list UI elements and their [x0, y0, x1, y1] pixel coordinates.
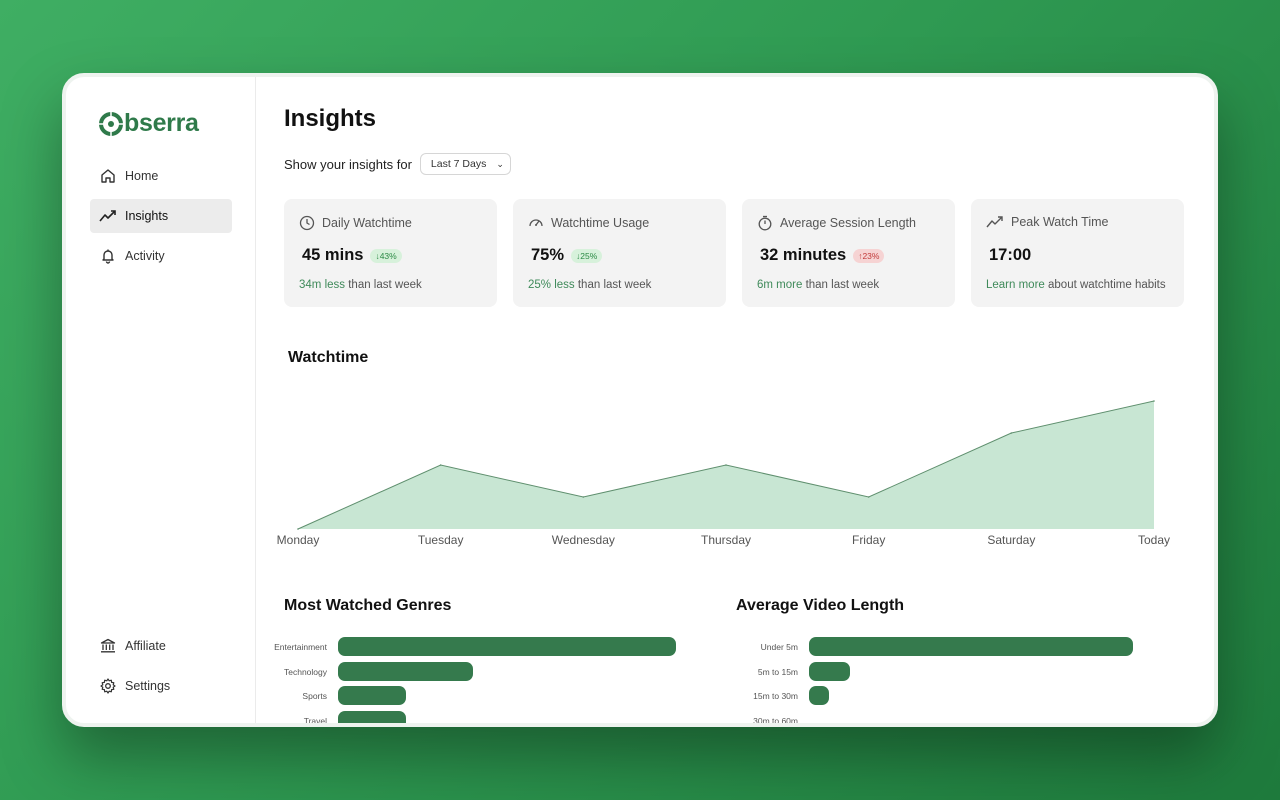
stat-card-daily-watchtime: Daily Watchtime 45 mins ↓ 43% 34m less th… [284, 199, 497, 307]
bar[interactable] [338, 710, 406, 723]
card-title: Peak Watch Time [1011, 215, 1109, 229]
card-value: 75% [531, 246, 565, 264]
stopwatch-icon [757, 215, 773, 231]
change-badge: ↓ 25% [571, 248, 603, 263]
x-tick-label: Friday [851, 533, 886, 547]
bell-icon [99, 247, 117, 265]
sidebar-item-home[interactable]: Home [90, 159, 232, 193]
watchtime-area-chart [297, 400, 1155, 530]
bar[interactable] [338, 661, 474, 681]
x-tick-label: Saturday [987, 533, 1036, 547]
bar-label: 30m to 60m [753, 715, 798, 726]
gauge-icon [528, 215, 544, 231]
video-length-title: Average Video Length [736, 597, 905, 614]
card-value: 45 mins [302, 246, 364, 264]
bar-label: 5m to 15m [757, 666, 798, 677]
card-value: 32 minutes [760, 246, 847, 264]
genres-bar-chart: Entertainment Technology Sports Travel [256, 637, 716, 726]
sidebar-item-activity[interactable]: Activity [90, 239, 232, 273]
sidebar-item-label: Home [125, 169, 159, 183]
watchtime-point[interactable] [867, 496, 870, 498]
card-title: Average Session Length [780, 216, 916, 230]
range-label: Show your insights for [284, 156, 412, 172]
app-window: bserra Home Insights Activity [62, 73, 1218, 727]
sidebar-nav: Home Insights Activity [90, 159, 232, 279]
watchtime-title: Watchtime [288, 349, 369, 366]
range-select-value: Last 7 Days [430, 158, 487, 170]
arrow-down-icon: ↓ [576, 250, 581, 261]
badge-value: 43% [379, 250, 397, 261]
video-length-bar-chart: Under 5m 5m to 15m 15m to 30m 30m to 60m [708, 637, 1168, 726]
x-tick-label: Monday [276, 533, 320, 547]
card-foot-highlight: 25% less [528, 279, 575, 291]
card-title: Watchtime Usage [551, 216, 650, 230]
sidebar-bottom-nav: Affiliate Settings [90, 629, 232, 709]
bar[interactable] [338, 637, 676, 656]
learn-more-link[interactable]: Learn more [986, 279, 1045, 291]
badge-value: 25% [580, 250, 598, 261]
bar-label: 15m to 30m [753, 691, 798, 701]
sidebar-item-label: Settings [125, 679, 171, 693]
watchtime-point[interactable] [297, 528, 299, 530]
bank-icon [99, 637, 117, 655]
range-filter: Show your insights for Last 7 Days ⌄ [284, 153, 511, 175]
bar-label: Under 5m [760, 642, 798, 652]
card-value: 17:00 [989, 246, 1032, 264]
bar[interactable] [809, 686, 829, 705]
brand-name: bserra [124, 109, 199, 137]
bar[interactable] [809, 661, 850, 681]
bar-label: Entertainment [274, 642, 327, 652]
bar[interactable] [338, 686, 406, 705]
x-tick-label: Wednesday [551, 533, 615, 547]
x-tick-label: Thursday [700, 533, 752, 547]
trend-icon [986, 215, 1004, 229]
gear-icon [99, 677, 117, 695]
range-select[interactable]: Last 7 Days ⌄ [419, 153, 511, 175]
badge-value: 23% [862, 250, 880, 261]
stat-cards: Daily Watchtime 45 mins ↓ 43% 34m less th… [284, 199, 1184, 307]
trend-icon [99, 207, 117, 225]
page-title: Insights [284, 105, 377, 132]
bar-label: Travel [303, 715, 327, 726]
arrow-down-icon: ↓ [375, 250, 380, 261]
arrow-up-icon: ↑ [858, 250, 863, 261]
card-foot-text: about watchtime habits [1044, 279, 1166, 291]
card-foot-highlight: 34m less [299, 279, 346, 291]
bar-label: Technology [283, 666, 327, 677]
stat-card-watchtime-usage: Watchtime Usage 75% ↓ 25% 25% less than l… [513, 199, 726, 307]
sidebar-item-insights[interactable]: Insights [90, 199, 232, 233]
watchtime-point[interactable] [725, 464, 727, 466]
card-foot-highlight: 6m more [757, 279, 803, 291]
change-badge: ↑ 23% [853, 248, 885, 263]
watchtime-point[interactable] [1010, 432, 1013, 434]
sidebar-item-label: Insights [125, 209, 169, 223]
sidebar-item-label: Activity [125, 249, 165, 263]
sidebar-item-settings[interactable]: Settings [90, 669, 232, 703]
genres-title: Most Watched Genres [284, 597, 452, 614]
stat-card-average-session-length: Average Session Length 32 minutes ↑ 23% 6… [742, 199, 955, 307]
clock-icon [299, 215, 315, 231]
stat-card-peak-watch-time: Peak Watch Time 17:00 Learn more about w… [971, 199, 1184, 307]
main-content: Insights Show your insights for Last 7 D… [256, 77, 1214, 723]
logo-mark-icon [99, 111, 123, 136]
home-icon [99, 167, 117, 185]
sidebar-item-affiliate[interactable]: Affiliate [90, 629, 232, 663]
chevron-down-icon: ⌄ [496, 158, 504, 169]
watchtime-point[interactable] [439, 464, 442, 466]
x-tick-label: Today [1137, 533, 1171, 547]
bar[interactable] [809, 637, 1133, 656]
card-title: Daily Watchtime [322, 216, 412, 230]
watchtime-x-axis: Monday Tuesday Wednesday Thursday Friday Satu… [256, 533, 1214, 549]
watchtime-point[interactable] [1153, 400, 1155, 402]
watchtime-point[interactable] [582, 496, 585, 498]
bar-label: Sports [302, 691, 327, 701]
sidebar-item-label: Affiliate [125, 639, 166, 653]
card-foot-text: than last week [574, 279, 652, 291]
card-foot-text: than last week [802, 279, 880, 291]
sidebar: bserra Home Insights Activity [66, 77, 256, 723]
brand-logo[interactable]: bserra [98, 109, 199, 138]
card-foot-text: than last week [345, 279, 422, 291]
x-tick-label: Tuesday [417, 533, 464, 547]
change-badge: ↓ 43% [370, 248, 402, 263]
